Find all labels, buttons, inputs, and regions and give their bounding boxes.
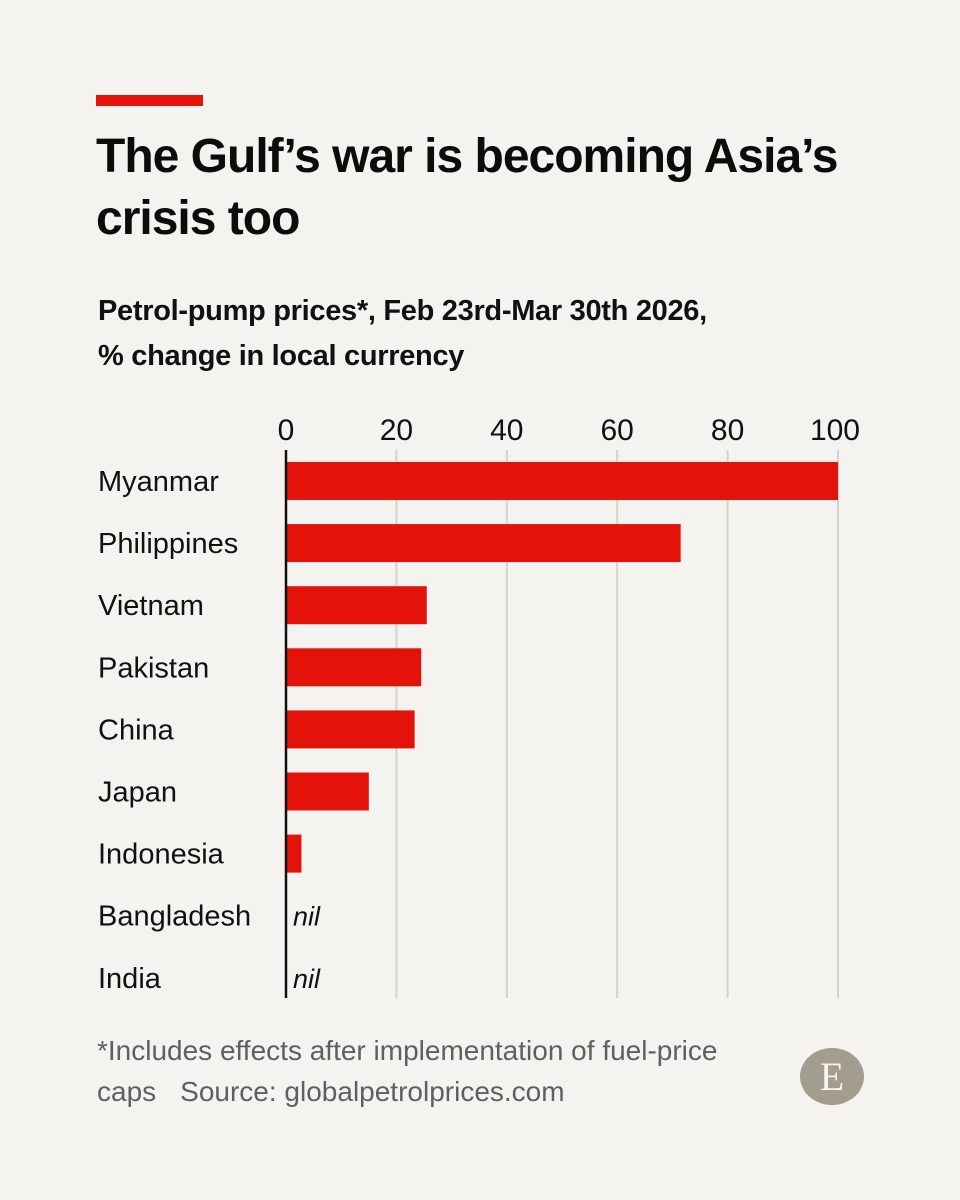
value-label-india: nil	[293, 964, 321, 994]
x-tick-label-80: 80	[711, 414, 744, 447]
bar-vietnam	[286, 586, 427, 625]
footnote: *Includes effects after implementation o…	[97, 1035, 718, 1107]
category-label-pakistan: Pakistan	[98, 652, 209, 684]
bar-chart: 0 20 40 60 80 100 Myanmar Philippines Vietnam Pa…	[98, 414, 860, 998]
value-label-bangladesh: nil	[293, 902, 321, 932]
category-label-indonesia: Indonesia	[98, 839, 225, 871]
x-tick-label-100: 100	[810, 414, 860, 447]
bar-japan	[286, 772, 369, 811]
category-label-india: India	[98, 963, 162, 995]
category-labels: Myanmar Philippines Vietnam Pakistan China Ja…	[98, 466, 321, 995]
source-note: Source: globalpetrolprices.com	[180, 1076, 565, 1107]
subtitle-line-1: Petrol-pump prices*, Feb 23rd-Mar 30th 2…	[98, 295, 707, 327]
x-tick-label-60: 60	[601, 414, 634, 447]
x-tick-label-20: 20	[380, 414, 413, 447]
chart-subtitle: Petrol-pump prices*, Feb 23rd-Mar 30th 2…	[98, 289, 898, 379]
category-label-philippines: Philippines	[98, 528, 238, 560]
bar-indonesia	[286, 834, 302, 873]
category-label-bangladesh: Bangladesh	[98, 901, 251, 933]
x-tick-label-0: 0	[278, 414, 295, 447]
footnote-block: *Includes effects after implementation o…	[97, 1030, 777, 1112]
x-axis-ticks: 0 20 40 60 80 100	[278, 414, 860, 447]
bar-pakistan	[286, 648, 422, 687]
chart-title: The Gulf’s war is becoming Asia’s crisis…	[96, 130, 838, 245]
subtitle-line-2: % change in local currency	[98, 340, 465, 372]
category-label-myanmar: Myanmar	[98, 466, 219, 498]
bar-myanmar	[286, 462, 838, 500]
accent-bar	[96, 95, 203, 106]
category-label-vietnam: Vietnam	[98, 590, 204, 622]
bars	[286, 462, 838, 873]
bar-philippines	[286, 524, 681, 563]
x-tick-label-40: 40	[490, 414, 523, 447]
category-label-china: China	[98, 714, 175, 746]
bar-china	[286, 710, 415, 749]
economist-logo-icon: E	[800, 1048, 864, 1105]
category-label-japan: Japan	[98, 777, 177, 809]
